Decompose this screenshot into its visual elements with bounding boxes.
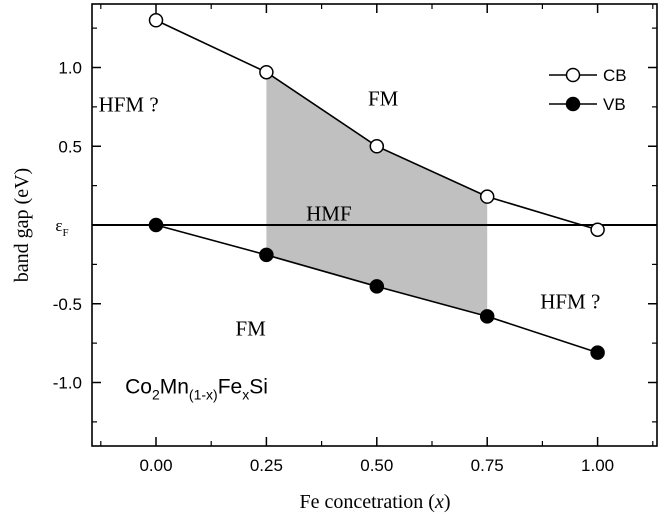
- x-axis-label: Fe concetration (x): [299, 491, 450, 513]
- vb-point: [259, 247, 274, 263]
- cb-point: [259, 64, 274, 80]
- vb-point: [148, 217, 164, 233]
- y-tick-label-fermi: εF: [55, 216, 68, 239]
- hmf-shaded-region: [266, 72, 488, 317]
- region-label: HFM ?: [99, 93, 159, 117]
- y-tick-label: 0.5: [58, 137, 82, 156]
- cb-point: [479, 189, 495, 204]
- x-tick-label: 0.50: [360, 456, 393, 475]
- compound-formula: Co2Mn(1-x)FexSi: [125, 376, 268, 403]
- legend-marker-vb: [565, 96, 581, 112]
- legend-marker-cb: [565, 67, 581, 83]
- region-annotations: HFM ? FM HMF FM HFM ?: [99, 86, 601, 340]
- x-tick-label: 0.00: [139, 456, 172, 475]
- y-axis: -1.0 -0.5 εF 0.5 1.0: [53, 27, 657, 423]
- cb-point: [369, 139, 385, 154]
- x-tick-label: 1.00: [581, 456, 614, 475]
- vb-point: [590, 345, 605, 360]
- cb-point: [148, 13, 164, 28]
- y-tick-label: -0.5: [53, 295, 82, 314]
- legend-label-vb: VB: [603, 95, 626, 114]
- vb-point: [479, 309, 495, 324]
- legend-label-cb: CB: [603, 66, 627, 85]
- cb-point: [590, 222, 605, 237]
- region-label: FM: [368, 86, 399, 110]
- vb-point: [369, 279, 385, 294]
- x-tick-label: 0.75: [471, 456, 504, 475]
- region-label: HMF: [306, 201, 352, 225]
- region-label: HFM ?: [540, 289, 600, 313]
- legend: CB VB: [549, 66, 627, 114]
- y-axis-label: band gap (eV): [11, 168, 33, 282]
- y-tick-label: 1.0: [58, 59, 82, 78]
- region-label: FM: [235, 316, 266, 340]
- x-tick-label: 0.25: [250, 456, 283, 475]
- x-axis: 0.00 0.25 0.50 0.75 1.00: [100, 4, 654, 475]
- y-tick-label: -1.0: [53, 374, 82, 393]
